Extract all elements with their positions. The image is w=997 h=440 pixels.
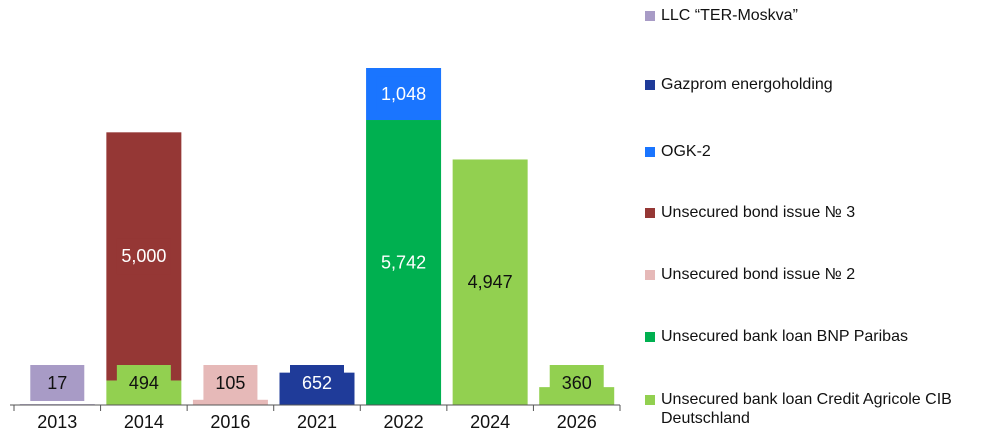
x-tick-label: 2021 bbox=[297, 412, 337, 432]
legend-label: Unsecured bond issue № 3 bbox=[661, 204, 856, 221]
legend-item: Unsecured bank loan BNP Paribas bbox=[645, 327, 997, 346]
legend-label: Gazprom energoholding bbox=[661, 76, 833, 93]
legend-swatch bbox=[645, 80, 655, 90]
x-tick-label: 2026 bbox=[557, 412, 597, 432]
x-tick-label: 2024 bbox=[470, 412, 510, 432]
value-label-box bbox=[549, 365, 604, 401]
legend-label: Unsecured bank loan Credit Agricole CIB … bbox=[661, 391, 952, 427]
chart: 2013 2014 2016 2021 2022 2024 2026 17 494 5,000 10… bbox=[10, 68, 621, 432]
legend-swatch bbox=[645, 270, 655, 280]
value-label-box bbox=[116, 365, 171, 401]
legend-item: Unsecured bond issue № 2 bbox=[645, 265, 997, 284]
value-label-box bbox=[376, 244, 431, 281]
value-label-box bbox=[290, 365, 344, 401]
x-tick-label: 2022 bbox=[384, 412, 424, 432]
bar-segment bbox=[192, 399, 268, 405]
legend-item: OGK-2 bbox=[645, 142, 997, 161]
value-label-box bbox=[116, 238, 171, 275]
legend-item: Unsecured bond issue № 3 bbox=[645, 203, 997, 222]
legend-item: LLC “TER-Moskva” bbox=[645, 6, 997, 25]
value-label: 17 bbox=[47, 373, 67, 393]
legend-swatch bbox=[645, 332, 655, 342]
value-label: 105 bbox=[215, 373, 245, 393]
value-label-box bbox=[463, 264, 518, 301]
legend-item: Unsecured bank loan Credit Agricole CIB … bbox=[645, 390, 997, 428]
legend-swatch bbox=[645, 11, 655, 21]
value-label: 360 bbox=[562, 373, 592, 393]
value-label: 652 bbox=[302, 373, 332, 393]
legend-label: Unsecured bond issue № 2 bbox=[661, 266, 856, 283]
value-label-box bbox=[376, 76, 431, 113]
value-label: 494 bbox=[129, 373, 159, 393]
value-label-box bbox=[203, 365, 258, 401]
legend-swatch bbox=[645, 147, 655, 157]
x-tick-label: 2014 bbox=[124, 412, 164, 432]
value-label: 5,742 bbox=[381, 252, 426, 272]
value-label: 4,947 bbox=[468, 272, 513, 292]
legend-label: OGK-2 bbox=[661, 143, 711, 160]
legend-item: Gazprom energoholding bbox=[645, 75, 997, 94]
x-tick-label: 2013 bbox=[37, 412, 77, 432]
legend-swatch bbox=[645, 208, 655, 218]
value-label: 1,048 bbox=[381, 84, 426, 104]
legend-label: LLC “TER-Moskva” bbox=[661, 7, 798, 24]
legend-label: Unsecured bank loan BNP Paribas bbox=[661, 328, 908, 345]
legend-swatch bbox=[645, 395, 655, 405]
value-label-box bbox=[30, 365, 85, 401]
value-label: 5,000 bbox=[121, 246, 166, 266]
x-tick-label: 2016 bbox=[210, 412, 250, 432]
